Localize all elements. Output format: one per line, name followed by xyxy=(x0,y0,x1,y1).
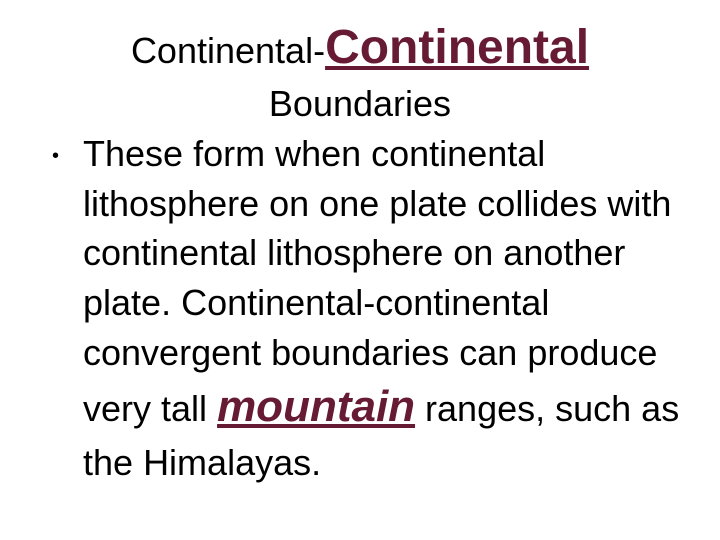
bullet-item: • These form when continental lithospher… xyxy=(40,129,680,488)
body-emphasis: mountain xyxy=(217,382,415,431)
bullet-marker: • xyxy=(52,145,59,168)
title-prefix: Continental- xyxy=(131,30,325,71)
body-text: These form when continental lithosphere … xyxy=(83,129,680,488)
subtitle: Boundaries xyxy=(40,83,680,125)
title-emphasis: Continental xyxy=(325,21,589,74)
title-container: Continental-Continental xyxy=(40,20,680,75)
